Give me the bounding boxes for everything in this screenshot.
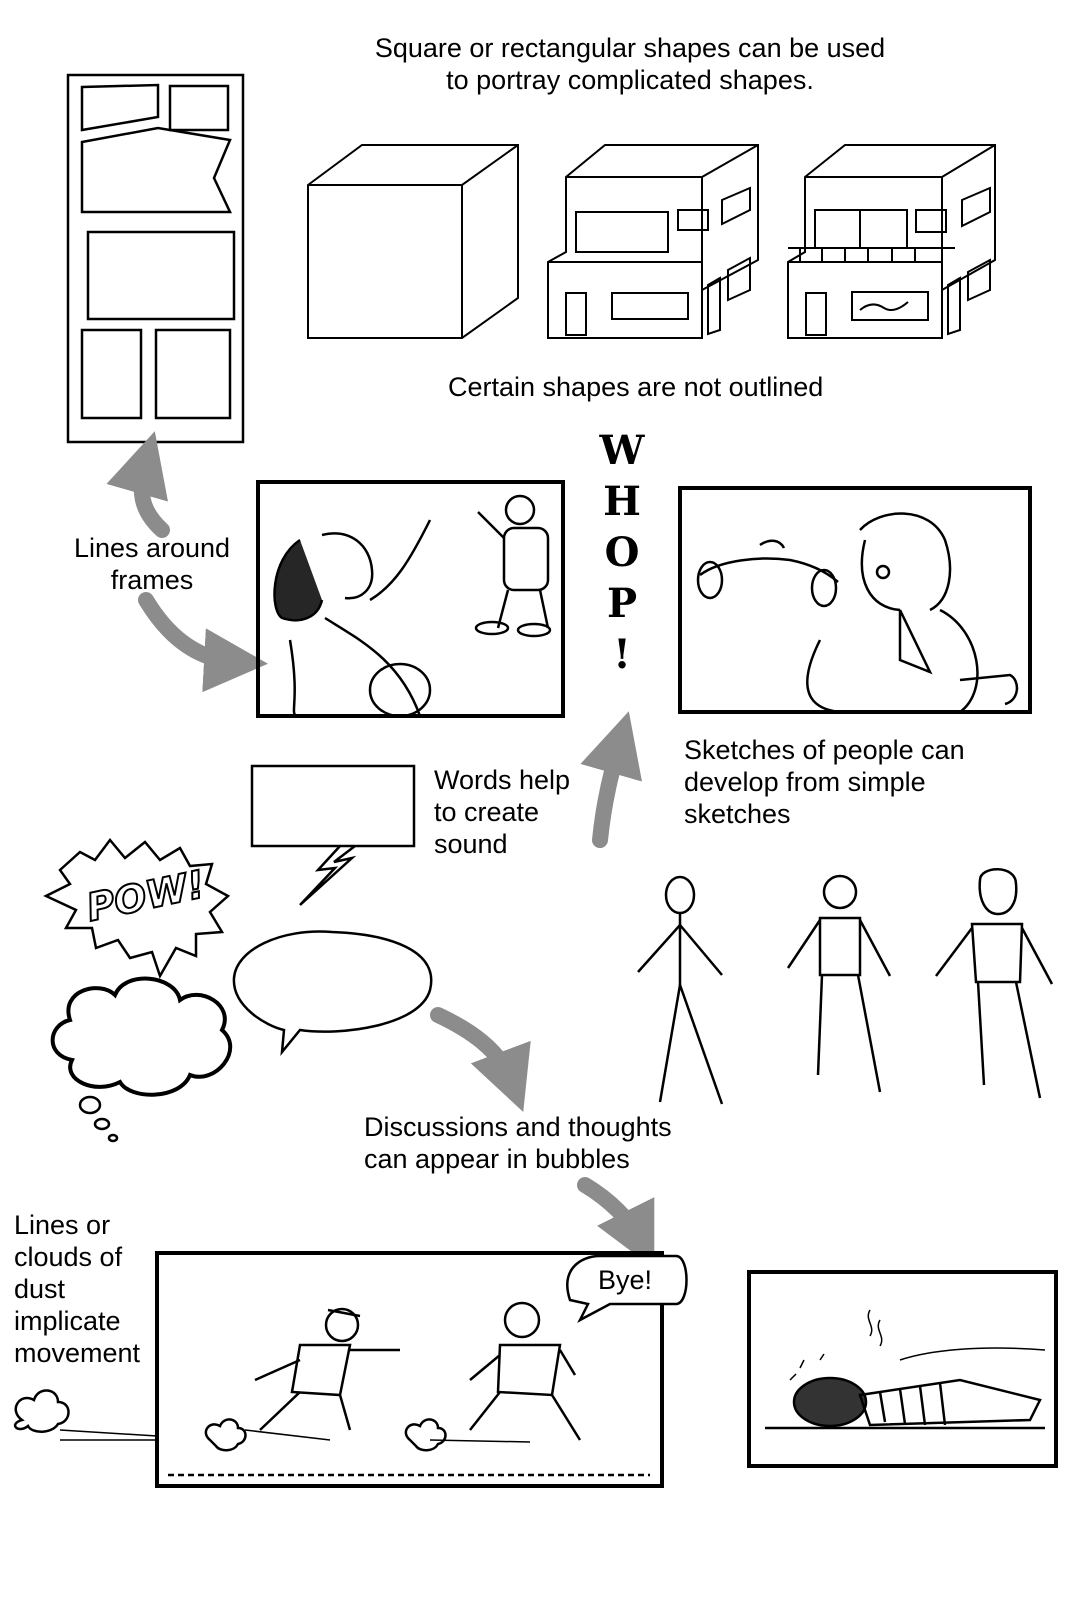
frame-skating-race xyxy=(155,1251,688,1488)
frame-woman-pointing xyxy=(256,480,565,718)
pow-burst xyxy=(43,837,231,980)
whop-letter: W xyxy=(599,427,645,474)
building-simple xyxy=(547,144,759,339)
bubbles-caption: Discussions and thoughts can appear in b… xyxy=(364,1112,672,1174)
whop-sound-effect: W H O P ! xyxy=(597,425,647,680)
detailed-figure xyxy=(935,868,1054,1099)
whop-letter: H xyxy=(603,478,641,525)
simple-figure xyxy=(786,874,892,1093)
frame-fallen-kid xyxy=(747,1270,1058,1468)
building-detailed xyxy=(787,144,996,339)
frame-angry-woman xyxy=(678,486,1032,714)
not-outlined-caption: Certain shapes are not outlined xyxy=(448,372,824,402)
bye-speech-text: Bye! xyxy=(598,1265,653,1295)
cube-drawing xyxy=(307,144,519,339)
caption-box xyxy=(250,764,416,906)
page-layout-thumbnail xyxy=(66,73,245,444)
whop-letter: ! xyxy=(613,631,631,678)
dust-cloud xyxy=(13,1389,158,1441)
grey-arrows xyxy=(106,431,655,1269)
lines-frames-caption: Lines around frames xyxy=(73,533,231,595)
whop-letter: P xyxy=(606,580,638,627)
shapes-title-caption: Square or rectangular shapes can be used… xyxy=(374,33,886,95)
speech-bubble-oval xyxy=(232,930,433,1056)
thought-cloud xyxy=(50,976,233,1143)
stick-figure xyxy=(637,875,724,1105)
whop-letter: O xyxy=(604,529,640,576)
sketches-people-caption: Sketches of people can develop from simp… xyxy=(684,735,965,829)
movement-caption: Lines or clouds of dust implicate moveme… xyxy=(14,1210,141,1368)
words-sound-caption: Words help to create sound xyxy=(434,765,571,859)
